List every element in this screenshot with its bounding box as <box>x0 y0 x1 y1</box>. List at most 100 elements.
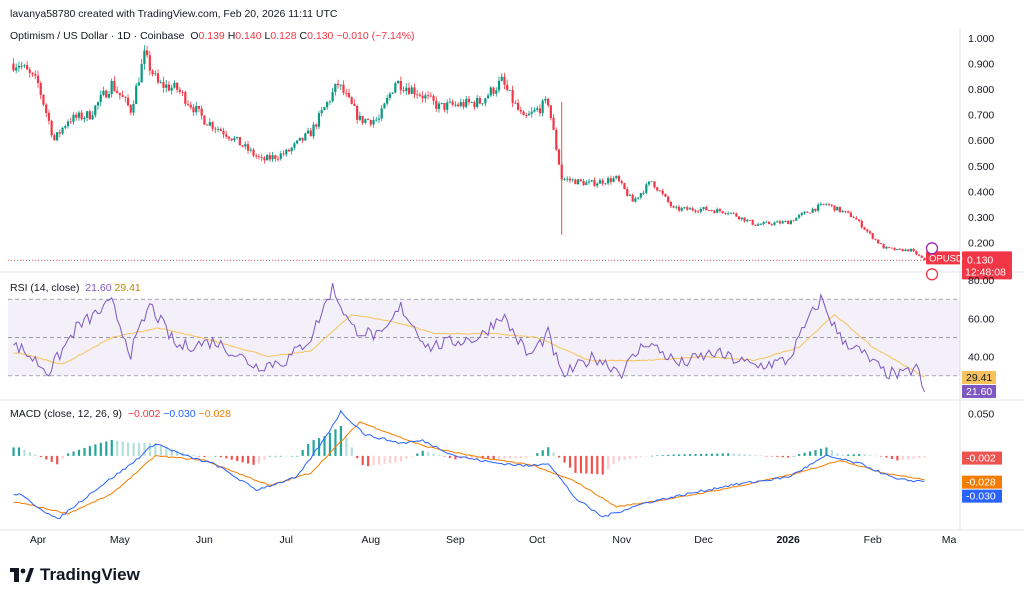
candle <box>620 179 623 185</box>
candle-body <box>186 103 190 105</box>
candle-body <box>577 179 580 185</box>
candle-body <box>246 144 250 151</box>
macd-hist-bar <box>159 445 162 456</box>
candle <box>75 112 78 121</box>
candle-body <box>12 63 15 71</box>
candle <box>915 250 918 256</box>
candle-body <box>236 136 239 139</box>
candle <box>568 176 572 184</box>
candle-body <box>274 155 277 159</box>
candle <box>364 118 367 125</box>
candle <box>184 90 187 107</box>
macd-hist-bar <box>498 455 501 459</box>
candle-body <box>680 208 683 211</box>
candle <box>225 130 228 139</box>
macd-hist-bar <box>754 455 757 456</box>
macd-hist-bar <box>841 454 844 456</box>
macd-hist-bar <box>536 453 539 456</box>
candle <box>762 220 765 226</box>
candle-body <box>285 149 288 155</box>
rsi-ma-value: 29.41 <box>114 282 141 294</box>
candle-body <box>866 229 869 232</box>
candle <box>394 81 397 94</box>
candle-body <box>486 95 490 99</box>
candle-body <box>511 89 514 103</box>
candle <box>306 127 310 135</box>
candle-body <box>555 129 558 150</box>
candle-body <box>645 184 648 193</box>
candle-body <box>317 113 321 127</box>
candle-body <box>56 132 59 141</box>
candle-body <box>75 114 78 118</box>
candle-body <box>904 249 907 252</box>
candle <box>214 126 217 134</box>
candle-body <box>31 72 34 75</box>
candle-body <box>279 153 282 159</box>
candle <box>266 153 269 161</box>
candle-body <box>399 80 402 91</box>
candle-body <box>126 97 130 106</box>
candle <box>31 72 34 77</box>
rsi-value: 21.60 <box>85 282 112 294</box>
candle <box>66 119 70 129</box>
time-tick-label: Nov <box>612 534 631 546</box>
time-tick-label: Jun <box>196 534 213 546</box>
candle-body <box>77 112 81 118</box>
candle-body <box>107 93 111 98</box>
macd-hist-bar <box>470 455 473 459</box>
macd-hist-bar <box>699 453 703 456</box>
rsi-name[interactable]: RSI (14, close) <box>10 282 80 294</box>
candle <box>737 216 741 221</box>
candle <box>833 205 836 212</box>
macd-name[interactable]: MACD (close, 12, 26, 9) <box>10 408 123 420</box>
candle-body <box>260 157 263 158</box>
candle-body <box>53 135 56 141</box>
candle <box>83 116 86 123</box>
candle-body <box>225 134 228 137</box>
candle-body <box>17 65 21 68</box>
candle-body <box>383 103 386 109</box>
macd-hist-bar <box>45 455 48 460</box>
time-tick-label: Aug <box>361 534 380 546</box>
macd-hist-bar <box>394 455 397 463</box>
candle-body <box>740 217 743 220</box>
candle-body <box>527 113 531 116</box>
candle-body <box>688 208 692 210</box>
symbol-label[interactable]: Optimism / US Dollar · 1D · Coinbase <box>10 30 185 42</box>
candle-body <box>743 217 746 222</box>
rsi-line <box>13 282 925 393</box>
candle-body <box>754 224 757 226</box>
candle <box>896 248 899 251</box>
macd-hist-bar <box>579 455 583 474</box>
candle-body <box>268 155 271 160</box>
candle-body <box>686 207 689 210</box>
candle <box>860 219 863 229</box>
candle <box>309 128 312 137</box>
candle <box>849 211 852 218</box>
macd-hist-bar <box>705 453 708 456</box>
candle <box>519 106 522 115</box>
candle <box>841 209 844 213</box>
candle <box>877 239 880 245</box>
candle <box>402 86 405 93</box>
macd-hist-bar <box>94 444 97 456</box>
macd-hist-bar <box>743 454 746 456</box>
candle-body <box>276 158 280 160</box>
candle-body <box>707 210 711 211</box>
macd-hist-bar <box>257 455 261 464</box>
candle-body <box>806 211 809 213</box>
candle <box>552 114 555 131</box>
candle <box>459 98 462 108</box>
candle <box>271 152 274 163</box>
macd-tick-label: 0.050 <box>968 408 994 420</box>
macd-tag: -0.030 <box>962 489 1002 503</box>
candle <box>759 222 762 225</box>
tradingview-logo[interactable]: TradingView <box>10 565 140 585</box>
candle <box>593 177 596 187</box>
candle-body <box>855 217 858 220</box>
macd-hist-bar <box>176 450 179 456</box>
macd-hist-bar <box>121 441 124 456</box>
candle <box>724 212 727 216</box>
macd-hist-bar <box>208 455 212 457</box>
